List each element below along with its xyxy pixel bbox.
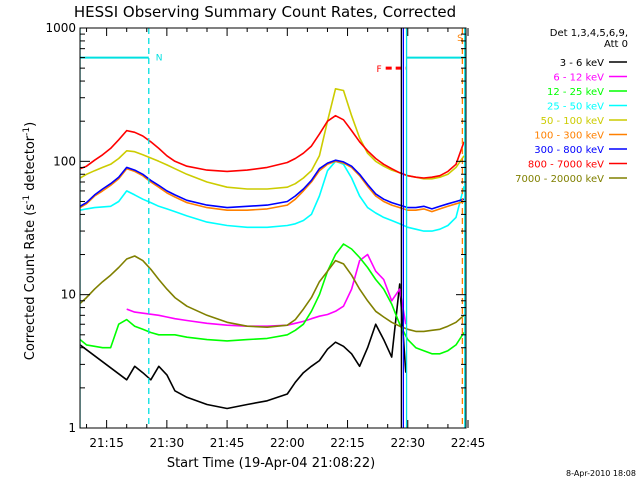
y-axis-label-mid: detector xyxy=(23,135,38,195)
y-axis-label-end: ) xyxy=(23,122,38,127)
series-line-4 xyxy=(80,160,465,232)
plot-frame xyxy=(79,27,467,429)
legend-label-6: 100 - 300 keV xyxy=(534,131,604,142)
legend-label-7: 300 - 800 keV xyxy=(534,145,604,156)
y-axis-label-main: Corrected Count Rate (s xyxy=(23,204,38,361)
x-tick-label-2: 21:30 xyxy=(150,436,185,450)
legend-label-9: 7000 - 20000 keV xyxy=(515,174,604,185)
x-tick-label-4: 22:00 xyxy=(270,436,305,450)
legend-label-3: 12 - 25 keV xyxy=(547,87,604,98)
axes: 1 10 100 1000 21:15 21:30 21:45 22:00 22:15 22:30… xyxy=(45,21,485,450)
footer-date: 8-Apr-2010 18:08 xyxy=(566,469,636,478)
series-line-7 xyxy=(80,159,465,210)
y-tick-label-2: 10 xyxy=(61,288,76,302)
series-line-2 xyxy=(126,253,407,328)
x-tick-label-1: 21:15 xyxy=(89,436,124,450)
x-axis-label: Start Time (19-Apr-04 21:08:22) xyxy=(167,456,375,471)
legend-label-2: 6 - 12 keV xyxy=(553,73,604,84)
y-axis-label: Corrected Count Rate (s-1 detector-1) xyxy=(22,122,38,360)
annotation-text-11: S xyxy=(457,34,463,44)
plot-area xyxy=(80,88,465,410)
series-line-3 xyxy=(80,243,465,355)
x-tick-label-5: 22:15 xyxy=(330,436,365,450)
series-line-1 xyxy=(80,283,407,410)
legend-label-4: 25 - 50 keV xyxy=(547,102,604,113)
chart-title: HESSI Observing Summary Count Rates, Cor… xyxy=(74,3,456,21)
y-axis-label-sup2: -1 xyxy=(22,127,32,136)
legend-header-2: Att 0 xyxy=(604,39,628,50)
series-line-8 xyxy=(80,114,465,179)
legend-label-1: 3 - 6 keV xyxy=(560,58,604,69)
y-tick-label-1: 1 xyxy=(68,421,76,435)
series-line-9 xyxy=(80,255,465,333)
y-tick-label-4: 1000 xyxy=(45,21,76,35)
annotation-n-label: N xyxy=(156,54,163,64)
x-tick-label-6: 22:30 xyxy=(390,436,425,450)
x-tick-label-3: 21:45 xyxy=(210,436,245,450)
x-tick-label-7: 22:45 xyxy=(451,436,486,450)
annotations: NFSN xyxy=(80,28,466,428)
legend-label-8: 800 - 7000 keV xyxy=(528,160,604,171)
legend-label-5: 50 - 100 keV xyxy=(541,116,605,127)
series-line-6 xyxy=(80,160,465,213)
y-tick-label-3: 100 xyxy=(53,154,76,168)
legend-header-1: Det 1,3,4,5,6,9, xyxy=(550,28,628,39)
legend: Det 1,3,4,5,6,9,Att 03 - 6 keV 6 - 12 keV… xyxy=(515,28,628,185)
annotation-label-4: F xyxy=(377,65,382,75)
y-axis-label-sup1: -1 xyxy=(22,195,32,204)
